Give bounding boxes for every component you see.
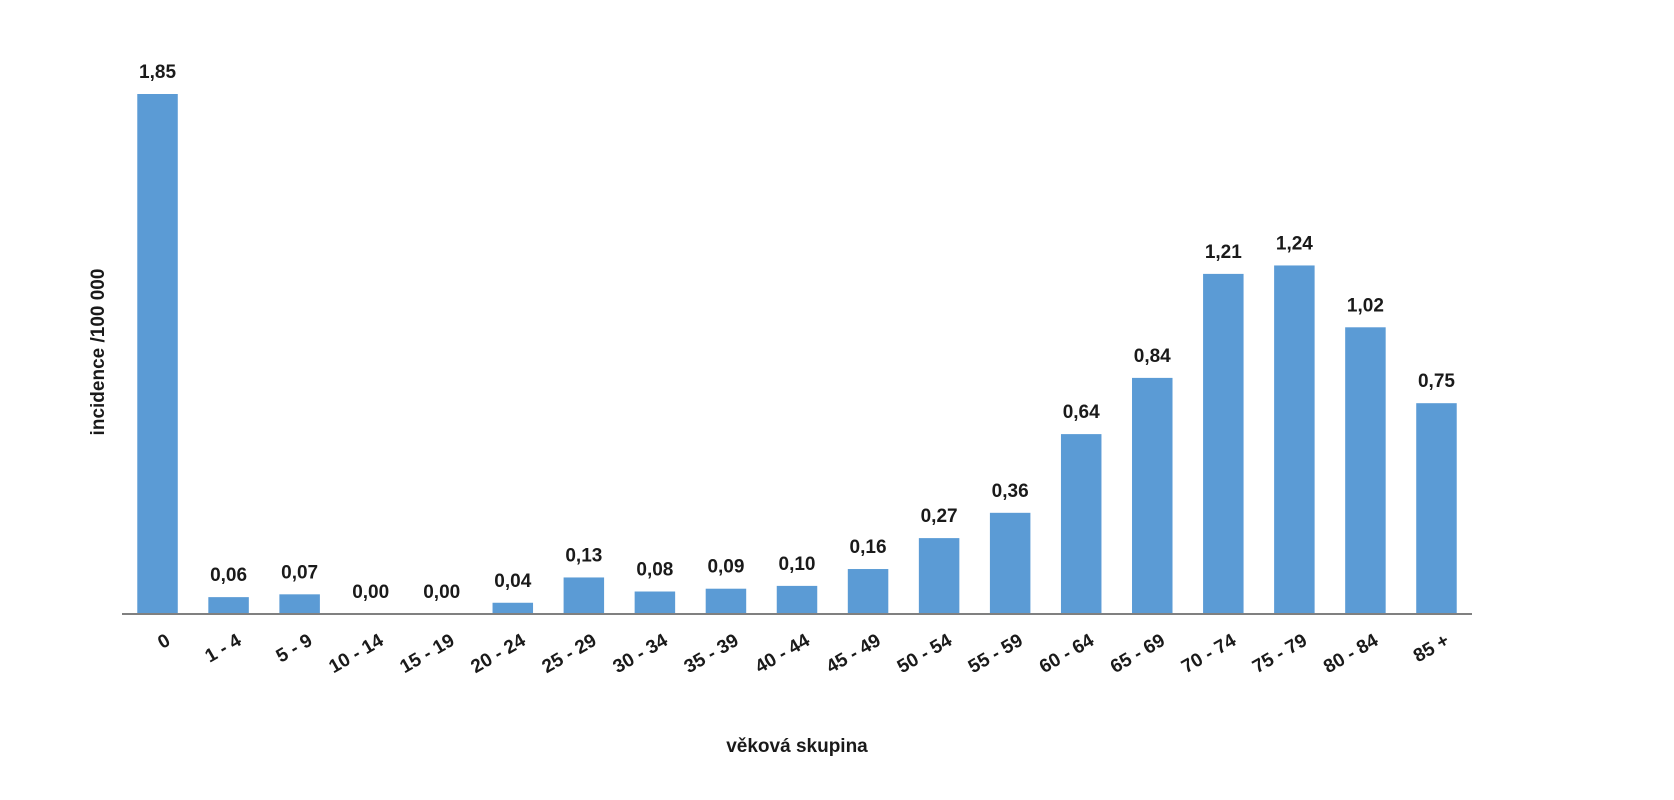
bar-16 xyxy=(1274,265,1315,614)
bars-group xyxy=(137,94,1457,614)
x-tick-label-9: 40 - 44 xyxy=(752,630,814,678)
bar-0 xyxy=(137,94,178,614)
x-tick-label-14: 65 - 69 xyxy=(1107,630,1169,678)
value-labels-group: 1,85 0,06 0,07 0,00 0,00 0,04 0,13 0,08 0,09 0,10… xyxy=(139,62,1455,603)
x-tick-label-8: 35 - 39 xyxy=(681,630,743,678)
x-tick-label-4: 15 - 19 xyxy=(397,630,459,678)
data-label-8: 0,09 xyxy=(707,557,744,578)
x-tick-label-7: 30 - 34 xyxy=(610,630,672,678)
data-label-16: 1,24 xyxy=(1276,233,1313,254)
bar-18 xyxy=(1416,403,1457,614)
bar-15 xyxy=(1203,273,1244,614)
data-label-3: 0,00 xyxy=(352,582,389,603)
data-label-6: 0,13 xyxy=(565,545,602,566)
x-tick-label-6: 25 - 29 xyxy=(539,630,601,678)
x-axis-title: věková skupina xyxy=(726,736,868,757)
x-tick-label-18: 85 + xyxy=(1410,630,1453,667)
bar-2 xyxy=(279,594,320,614)
x-tick-label-0: 0 xyxy=(154,630,174,653)
data-label-9: 0,10 xyxy=(779,554,816,575)
x-tick-label-1: 1 - 4 xyxy=(202,630,246,667)
data-label-13: 0,64 xyxy=(1063,402,1100,423)
bar-12 xyxy=(989,512,1031,614)
data-label-15: 1,21 xyxy=(1205,242,1242,263)
data-label-0: 1,85 xyxy=(139,62,176,83)
bar-14 xyxy=(1132,377,1173,614)
data-label-2: 0,07 xyxy=(281,562,318,583)
bar-11 xyxy=(918,538,960,614)
x-tick-label-13: 60 - 64 xyxy=(1036,630,1098,678)
x-tick-label-2: 5 - 9 xyxy=(273,630,316,667)
x-tick-label-3: 10 - 14 xyxy=(325,630,387,678)
bar-9 xyxy=(776,585,818,614)
bar-17 xyxy=(1345,327,1386,614)
data-label-4: 0,00 xyxy=(423,582,460,603)
bar-10 xyxy=(847,569,889,614)
data-label-18: 0,75 xyxy=(1418,371,1455,392)
data-label-5: 0,04 xyxy=(494,571,531,592)
bar-8 xyxy=(705,588,747,614)
data-label-14: 0,84 xyxy=(1134,346,1171,367)
bar-5 xyxy=(492,602,534,614)
x-tick-label-12: 55 - 59 xyxy=(965,630,1027,678)
data-label-11: 0,27 xyxy=(921,506,958,527)
data-label-7: 0,08 xyxy=(636,560,673,581)
data-label-10: 0,16 xyxy=(850,537,887,558)
x-tick-label-16: 75 - 79 xyxy=(1249,630,1311,678)
x-tick-label-17: 80 - 84 xyxy=(1320,630,1382,678)
bar-1 xyxy=(208,597,249,614)
bar-7 xyxy=(634,591,676,614)
y-axis-title: incidence /100 000 xyxy=(88,269,109,436)
data-label-1: 0,06 xyxy=(210,565,247,586)
bar-13 xyxy=(1060,434,1102,614)
x-tick-label-11: 50 - 54 xyxy=(894,630,956,678)
data-label-12: 0,36 xyxy=(992,481,1029,502)
x-tick-label-15: 70 - 74 xyxy=(1178,630,1240,678)
data-label-17: 1,02 xyxy=(1347,295,1384,316)
x-tick-label-5: 20 - 24 xyxy=(468,630,530,678)
bar-6 xyxy=(563,577,605,614)
x-tick-label-10: 45 - 49 xyxy=(823,630,885,678)
